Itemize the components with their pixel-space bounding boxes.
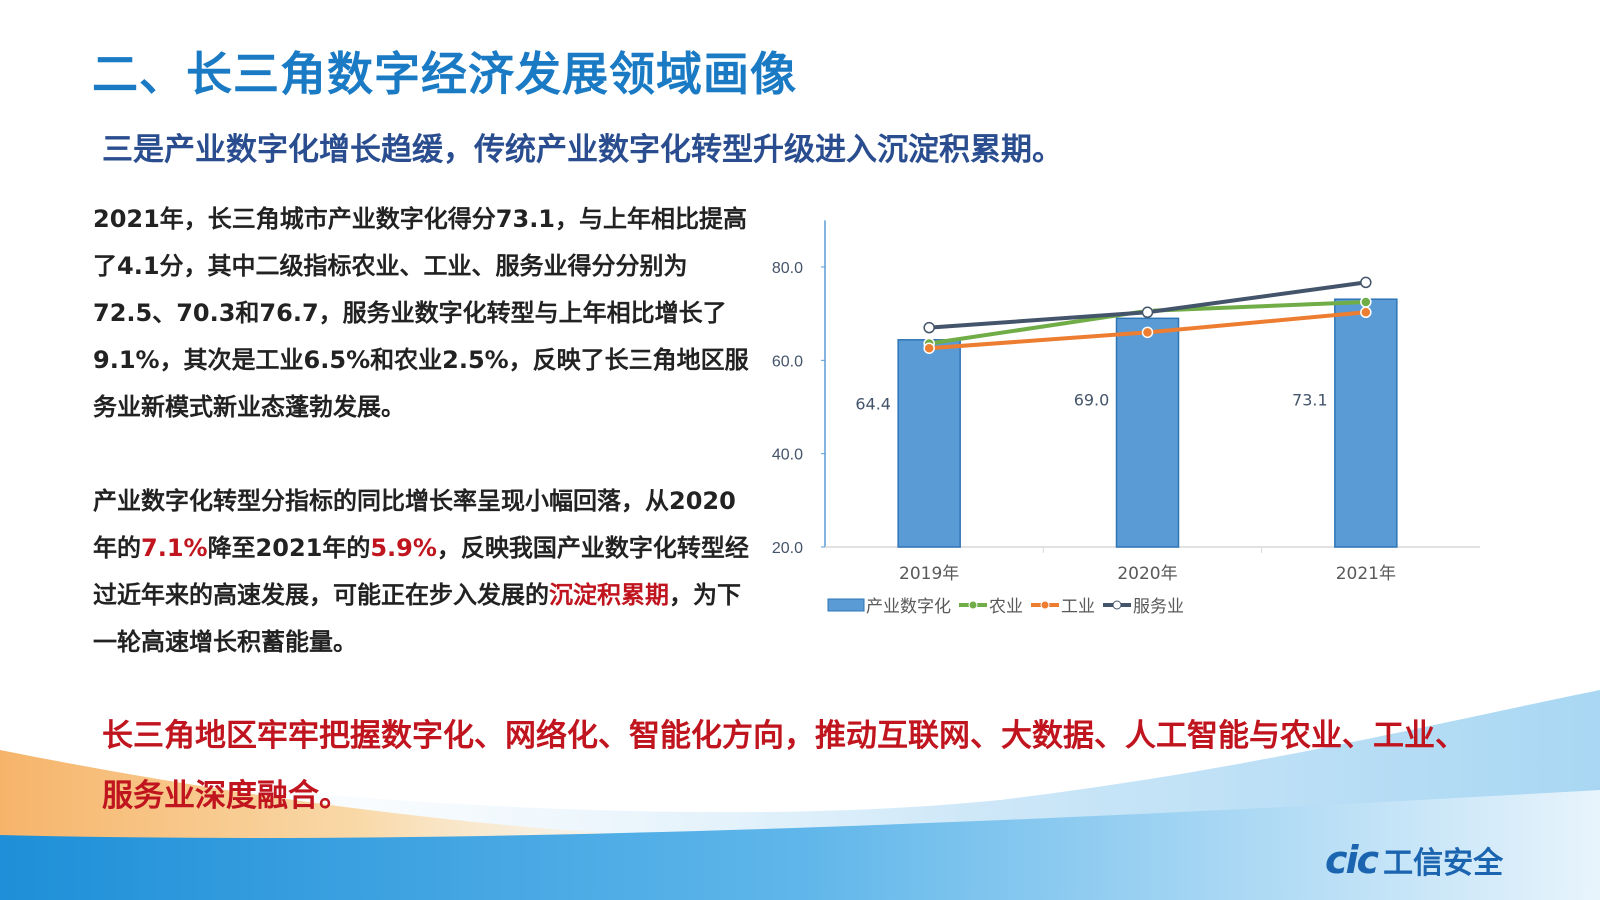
- paragraph-summary: 2021年，长三角城市产业数字化得分73.1，与上年相比提高了4.1分，其中二级…: [93, 205, 749, 421]
- cic-logo: cic 工信安全: [1325, 838, 1503, 882]
- x-tick-label: 2020年: [1117, 564, 1177, 584]
- y-tick-label: 40.0: [772, 447, 803, 464]
- legend-marker: [1040, 600, 1050, 610]
- data-point: [1360, 276, 1372, 289]
- page-title: 二、长三角数字经济发展领域画像: [92, 47, 797, 101]
- bar-2020年: [1115, 317, 1180, 548]
- conclusion-text: 长三角地区牢牢把握数字化、网络化、智能化方向，推动互联网、大数据、人工智能与农业…: [102, 718, 1466, 814]
- y-tick-label: 20.0: [772, 540, 803, 557]
- x-tick-label: 2019年: [899, 564, 959, 584]
- logo-text: 工信安全: [1383, 846, 1504, 881]
- highlight-phase: 沉淀积累期: [549, 581, 669, 609]
- legend-label: 产业数字化: [866, 597, 951, 617]
- bar-data-label: 73.1: [1292, 391, 1328, 410]
- legend-label: 农业: [989, 597, 1023, 617]
- text: ，为下一轮高速增长积蓄能量。: [93, 581, 741, 656]
- page-subtitle: 三是产业数字化增长趋缓，传统产业数字化转型升级进入沉淀积累期。: [102, 132, 1063, 168]
- paragraph-trend: 产业数字化转型分指标的同比增长率呈现小幅回落，从2020年的7.1%降至2021…: [93, 478, 753, 666]
- logo-mark: cic: [1325, 838, 1379, 882]
- x-tick-label: 2021年: [1336, 564, 1396, 584]
- legend-marker: [968, 600, 978, 610]
- highlight-2020-rate: 7.1%: [141, 534, 208, 562]
- data-point: [923, 321, 935, 334]
- legend-label: 工业: [1061, 597, 1095, 617]
- data-point: [1360, 296, 1372, 308]
- bar-data-label: 64.4: [855, 395, 891, 414]
- bar-2019年: [897, 339, 961, 548]
- legend-swatch: [827, 598, 865, 612]
- legend-label: 服务业: [1133, 597, 1184, 617]
- text: ，反映我国产业数字化转型经过近年来的高速发展，可能正在步入发展的: [93, 534, 749, 609]
- highlight-2021-rate: 5.9%: [370, 534, 437, 562]
- data-point: [1141, 306, 1154, 319]
- data-point: [1141, 326, 1154, 339]
- bar-data-label: 69.0: [1074, 391, 1110, 410]
- bar-2021年: [1334, 298, 1398, 548]
- data-point: [1360, 306, 1372, 319]
- y-tick-label: 80.0: [772, 260, 803, 277]
- y-tick-label: 60.0: [772, 353, 803, 370]
- legend-marker: [1112, 600, 1122, 610]
- text: 降至2021年的: [207, 534, 371, 562]
- data-point: [923, 342, 935, 354]
- text: 产业数字化转型分指标的同比增长率呈现小幅回落，从2020年的: [93, 487, 736, 562]
